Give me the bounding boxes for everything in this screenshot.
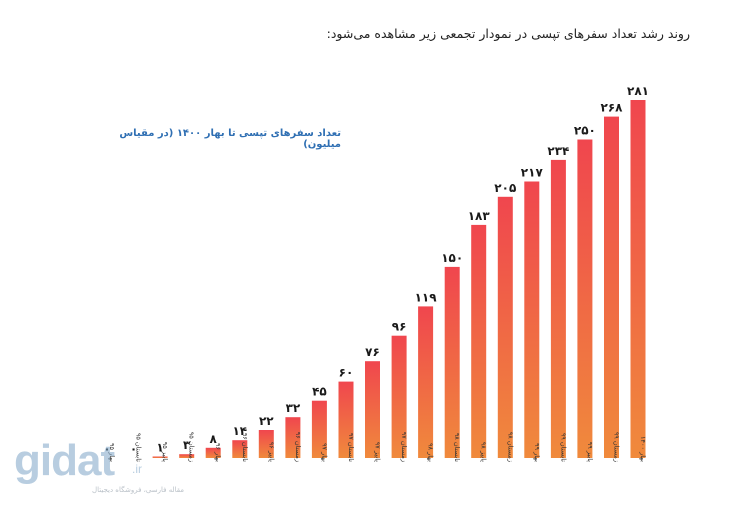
bar-3: [179, 454, 195, 458]
value-label-3: ۳: [183, 438, 191, 452]
bar-9: [338, 381, 354, 458]
category-label-6: پاییز ۹۶: [267, 442, 275, 462]
category-label-5: تابستان ۹۶: [241, 433, 249, 462]
value-label-8: ۴۵: [312, 385, 327, 399]
value-label-19: ۲۶۸: [601, 101, 624, 115]
bar-4: [205, 447, 221, 458]
category-label-16: بهار ۹۹: [533, 443, 541, 462]
category-label-10: پاییز ۹۷: [374, 442, 382, 462]
category-label-14: پاییز ۹۸: [480, 442, 488, 462]
bar-19: [604, 116, 619, 458]
value-label-10: ۷۶: [365, 345, 380, 359]
category-label-19: زمستان ۹۹: [613, 432, 621, 462]
category-label-8: بهار ۹۷: [320, 443, 328, 462]
bar-17: [550, 159, 566, 458]
value-label-1: ۰: [130, 442, 137, 456]
bar-18: [577, 139, 593, 458]
value-label-9: ۶۰: [339, 366, 354, 380]
watermark-tld: .ir: [132, 462, 142, 476]
bar-10: [365, 361, 380, 458]
value-label-11: ۹۶: [392, 320, 407, 334]
bar-20: [630, 100, 646, 458]
bar-6: [258, 430, 274, 458]
bar-16: [524, 181, 540, 458]
category-label-11: زمستان ۹۷: [400, 432, 408, 462]
category-labels-group: بهار ۹۵ تابستان ۹۵ پاییز ۹۵ زمستان ۹۵ بهار ۹…: [108, 432, 647, 462]
category-label-0: بهار ۹۵: [108, 443, 116, 462]
value-label-2: ۱: [156, 441, 163, 455]
category-label-18: پاییز ۹۹: [586, 442, 594, 462]
category-label-2: پاییز ۹۵: [161, 442, 169, 462]
value-label-18: ۲۵۰: [574, 124, 596, 138]
value-label-17: ۲۳۴: [547, 144, 569, 158]
value-label-12: ۱۱۹: [415, 290, 438, 304]
chart-title: تعداد سفرهای تپسی تا بهار ۱۴۰۰ (در مقیاس…: [119, 128, 341, 150]
category-label-9: تابستان ۹۷: [347, 433, 355, 462]
bar-13: [444, 266, 460, 458]
category-label-7: زمستان ۹۶: [294, 432, 302, 462]
watermark-logo: gidat: [14, 436, 115, 485]
category-label-13: تابستان ۹۸: [453, 433, 461, 462]
category-label-15: زمستان ۹۸: [506, 432, 514, 462]
value-label-15: ۲۰۵: [494, 181, 516, 195]
bar-14: [471, 224, 487, 458]
bar-11: [391, 335, 407, 458]
category-label-20: بهار ۱۴۰۰: [639, 436, 647, 462]
value-label-4: ۸: [210, 432, 218, 446]
value-label-6: ۲۲: [259, 414, 274, 428]
category-label-1: تابستان ۹۵: [135, 433, 143, 462]
category-label-4: بهار ۹۶: [214, 443, 222, 462]
value-label-16: ۲۱۷: [521, 166, 544, 180]
bar-7: [285, 417, 301, 458]
category-label-17: تابستان ۹۹: [559, 433, 567, 462]
watermark: gidat .ir مقاله فارسی، فروشگاه دیجیتال: [14, 436, 184, 502]
watermark-tagline: مقاله فارسی، فروشگاه دیجیتال: [92, 486, 184, 494]
bar-2: [152, 456, 168, 458]
bar-8: [311, 400, 327, 458]
category-label-3: زمستان ۹۵: [188, 432, 196, 462]
bar-5: [232, 440, 248, 458]
bar-12: [418, 306, 434, 458]
value-label-13: ۱۵۰: [441, 251, 463, 265]
value-label-5: ۱۴: [232, 424, 247, 438]
value-label-14: ۱۸۳: [468, 209, 491, 223]
bars-group: [152, 100, 646, 459]
category-label-12: بهار ۹۸: [427, 443, 435, 462]
intro-text: روند رشد تعداد سفرهای تپسی در نمودار تجم…: [326, 26, 690, 41]
bar-15: [497, 196, 513, 459]
value-label-20: ۲۸۱: [627, 84, 649, 98]
value-label-0: ۰: [103, 442, 110, 456]
value-label-7: ۳۲: [286, 401, 301, 415]
